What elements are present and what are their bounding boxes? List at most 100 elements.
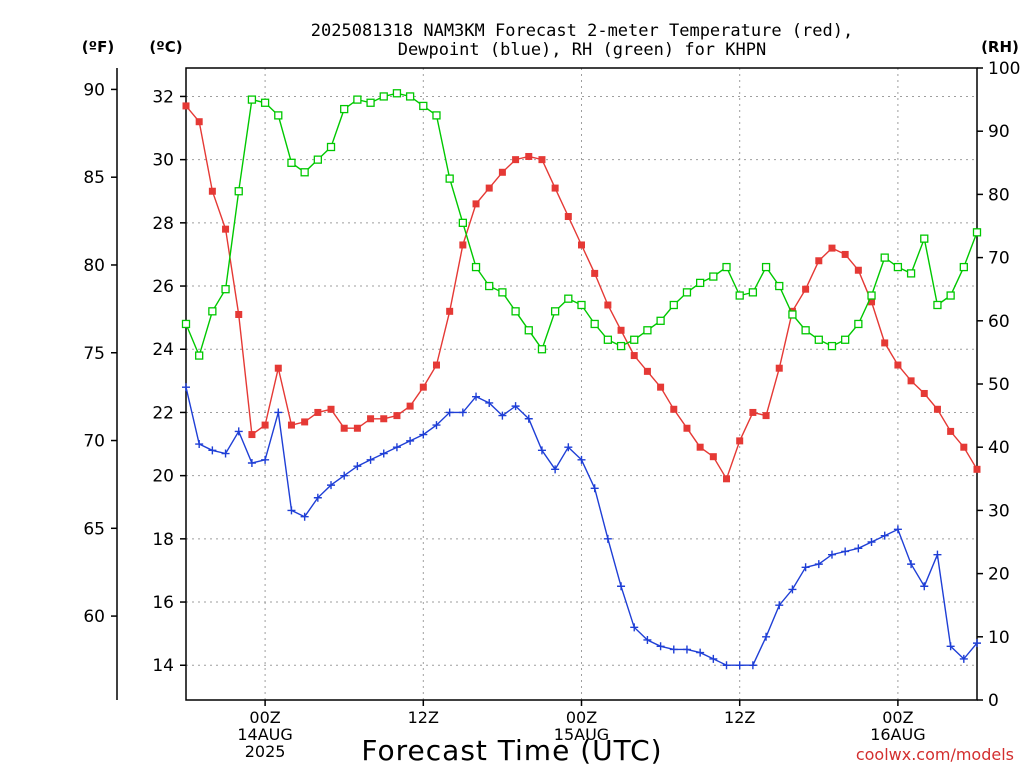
temperature-point <box>696 443 704 451</box>
rh-point <box>458 218 468 227</box>
fahrenheit-tick-label: 90 <box>83 80 105 100</box>
rh-point <box>814 335 823 344</box>
temperature-point <box>947 427 955 435</box>
rh-tick-label: 30 <box>988 501 1010 521</box>
rh-point <box>709 272 718 281</box>
rh-point <box>906 269 916 278</box>
rh-point <box>643 326 652 335</box>
temperature-point <box>775 364 783 372</box>
celsius-tick-label: 30 <box>152 151 174 171</box>
celsius-tick-label: 22 <box>152 403 174 423</box>
rh-point <box>722 262 731 272</box>
plot-frame <box>185 67 978 701</box>
dewpoint-point <box>933 550 942 559</box>
temperature-point <box>828 244 836 252</box>
rh-point <box>419 101 428 111</box>
temperature-point <box>406 402 414 410</box>
rh-point <box>300 168 309 177</box>
temperature-point <box>314 408 322 416</box>
dewpoint-point <box>234 427 243 436</box>
dewpoint-point <box>603 534 612 543</box>
temperature-point <box>235 310 243 318</box>
dewpoint-point <box>643 635 652 644</box>
temperature-point <box>274 364 282 372</box>
temperature-point <box>564 213 572 221</box>
temperature-point <box>907 377 915 385</box>
dewpoint-point <box>419 430 428 439</box>
rh-point <box>313 155 322 164</box>
temperature-point <box>604 301 612 309</box>
temperature-point <box>195 118 203 126</box>
temperature-point <box>709 453 717 461</box>
dewpoint-point <box>511 402 520 411</box>
temperature-point <box>960 443 968 451</box>
rh-point <box>550 307 560 316</box>
rh-point <box>181 319 191 329</box>
temperature-point <box>920 389 928 397</box>
chart-title-line-2: Dewpoint (blue), RH (green) for KHPN <box>398 40 766 60</box>
dewpoint-point <box>907 560 916 569</box>
temperature-point <box>854 266 862 274</box>
rh-point <box>274 111 283 120</box>
rh-point <box>656 316 665 325</box>
fahrenheit-tick-label: 65 <box>83 519 105 539</box>
dewpoint-point <box>182 383 190 392</box>
celsius-tick-label: 28 <box>152 214 174 234</box>
temperature-point <box>287 421 295 429</box>
rh-tick-label: 100 <box>988 59 1020 79</box>
temperature-point <box>446 307 454 315</box>
dewpoint-point <box>406 436 415 445</box>
dewpoint-point <box>709 654 718 663</box>
temperature-point <box>261 421 269 429</box>
x-tick-label: 2025 <box>245 742 286 761</box>
rh-point <box>630 335 639 344</box>
dewpoint-point <box>669 645 678 654</box>
rh-tick-label: 20 <box>988 565 1010 585</box>
temperature-point <box>222 225 230 233</box>
dewpoint-point <box>247 459 256 467</box>
x-tick-label: 15AUG <box>554 725 609 744</box>
rh-point <box>208 307 217 316</box>
rh-point <box>392 89 402 98</box>
temperature-point <box>525 152 533 160</box>
rh-point <box>880 253 889 262</box>
x-tick-label: 16AUG <box>870 725 925 744</box>
rh-point <box>260 98 270 107</box>
dewpoint-point <box>340 471 349 480</box>
dewpoint-point <box>537 446 546 455</box>
rh-point <box>498 288 507 297</box>
dewpoint-point <box>327 481 336 490</box>
temperature-point <box>432 361 440 369</box>
temperature-point <box>485 184 493 192</box>
dewpoint-point <box>617 582 626 591</box>
dewpoint-point <box>353 462 362 471</box>
celsius-tick-label: 14 <box>152 656 174 676</box>
rh-point <box>867 291 876 300</box>
temperature-point <box>736 437 744 445</box>
celsius-tick-label: 18 <box>152 530 174 550</box>
rh-tick-label: 60 <box>988 312 1010 332</box>
rh-point <box>247 95 257 104</box>
temperature-point <box>353 424 361 432</box>
dewpoint-point <box>577 455 586 464</box>
rh-tick-label: 70 <box>988 249 1010 269</box>
dewpoint-point <box>498 411 507 420</box>
temperature-point <box>881 339 889 347</box>
rh-point <box>972 228 982 237</box>
rh-point <box>287 158 296 167</box>
dewpoint-point <box>893 525 902 534</box>
temperature-point <box>182 102 190 110</box>
rh-point <box>959 262 968 272</box>
rh-point <box>788 310 797 319</box>
dewpoint-point <box>696 648 705 657</box>
dewpoint-point <box>973 639 981 648</box>
rh-point <box>854 319 863 329</box>
rh-point <box>471 262 481 272</box>
rh-tick-label: 0 <box>988 691 999 711</box>
rh-point <box>405 92 415 101</box>
temperature-point <box>327 405 335 413</box>
temperature-point <box>643 367 651 375</box>
dewpoint-point <box>524 414 533 423</box>
rh-point <box>775 281 784 291</box>
fahrenheit-tick-label: 75 <box>83 344 105 364</box>
